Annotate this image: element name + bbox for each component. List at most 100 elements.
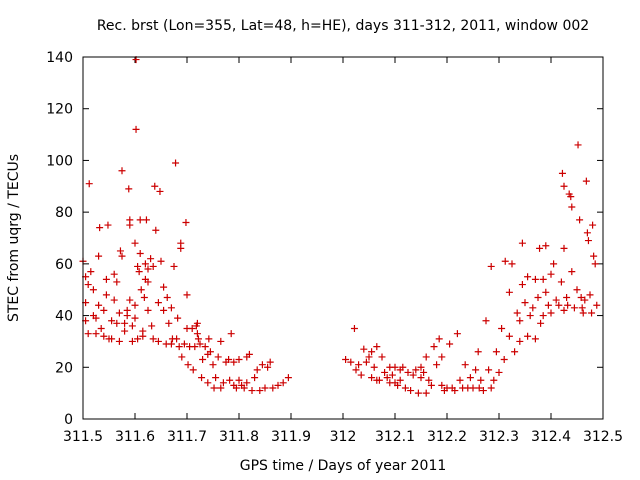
data-point	[243, 379, 251, 387]
data-point	[118, 252, 126, 260]
x-axis-label: GPS time / Days of year 2011	[240, 458, 447, 474]
data-point	[152, 226, 160, 234]
x-tick-label: 312.4	[531, 429, 571, 445]
data-point	[128, 337, 136, 345]
data-point	[420, 368, 428, 376]
data-point	[479, 387, 487, 395]
y-tick-label: 120	[46, 102, 73, 118]
x-tick-label: 312.3	[479, 429, 519, 445]
axis-ticks: 311.5 311.6 311.7 311.8 311.9 312 312.1 312.2 31…	[46, 50, 623, 445]
data-point	[570, 304, 578, 312]
data-point	[466, 374, 474, 382]
data-point	[256, 387, 264, 395]
data-point	[422, 353, 430, 361]
data-point	[433, 361, 441, 369]
data-point	[116, 247, 124, 255]
data-point	[191, 343, 199, 351]
data-point	[560, 306, 568, 314]
data-point	[184, 361, 192, 369]
data-point	[451, 387, 459, 395]
data-point	[399, 363, 407, 371]
data-point	[417, 374, 425, 382]
data-point	[576, 216, 584, 224]
data-point	[198, 374, 206, 382]
y-axis-label: STEC from uqrg / TECUs	[6, 154, 22, 322]
x-tick-label: 311.8	[219, 429, 259, 445]
x-tick-label: 311.6	[115, 429, 155, 445]
data-point	[157, 257, 165, 265]
data-point	[347, 358, 355, 366]
data-point	[96, 224, 104, 232]
data-point	[95, 252, 103, 260]
data-point	[487, 384, 495, 392]
data-point	[586, 291, 594, 299]
data-point	[422, 389, 430, 397]
data-point	[113, 319, 121, 327]
data-point	[136, 216, 144, 224]
data-point	[167, 340, 175, 348]
data-point	[214, 353, 222, 361]
x-tick-label: 311.5	[63, 429, 103, 445]
data-point	[134, 262, 142, 270]
data-point	[578, 304, 586, 312]
data-point	[104, 221, 112, 229]
data-point	[102, 291, 110, 299]
data-point	[534, 293, 542, 301]
data-point	[110, 296, 118, 304]
data-point	[115, 309, 123, 317]
data-point	[438, 353, 446, 361]
data-point	[251, 374, 259, 382]
data-point	[183, 291, 191, 299]
data-point	[140, 293, 148, 301]
x-tick-label: 312	[330, 429, 357, 445]
data-point	[352, 366, 360, 374]
data-point	[144, 306, 152, 314]
data-point	[584, 237, 592, 245]
data-point	[123, 306, 131, 314]
data-point	[568, 268, 576, 276]
data-point	[279, 379, 287, 387]
data-point	[201, 343, 209, 351]
y-tick-label: 80	[55, 205, 73, 221]
data-point	[174, 314, 182, 322]
data-point	[495, 368, 503, 376]
data-point	[172, 159, 180, 167]
y-tick-label: 0	[64, 412, 73, 428]
data-point	[132, 125, 140, 133]
x-tick-label: 312.1	[375, 429, 415, 445]
data-point	[482, 317, 490, 325]
data-point	[438, 381, 446, 389]
data-point	[375, 376, 383, 384]
data-point	[180, 340, 188, 348]
data-point	[542, 242, 550, 250]
data-point	[579, 309, 587, 317]
data-point	[204, 379, 212, 387]
data-point	[144, 278, 152, 286]
data-point	[126, 221, 134, 229]
data-point	[136, 250, 144, 258]
data-point	[154, 299, 162, 307]
data-point	[92, 314, 100, 322]
data-point	[264, 363, 272, 371]
data-point	[212, 374, 220, 382]
data-point	[474, 348, 482, 356]
data-point	[357, 371, 365, 379]
data-point	[135, 268, 143, 276]
data-point	[151, 182, 159, 190]
data-point	[365, 353, 373, 361]
data-point	[435, 335, 443, 343]
data-point	[563, 293, 571, 301]
data-point	[555, 301, 563, 309]
data-point	[383, 374, 391, 382]
data-point	[160, 283, 168, 291]
data-point	[167, 304, 175, 312]
data-point	[115, 337, 123, 345]
data-point	[524, 273, 532, 281]
data-point	[557, 278, 565, 286]
data-point	[394, 381, 402, 389]
data-point	[225, 356, 233, 364]
data-point	[97, 325, 105, 332]
data-point	[235, 356, 243, 364]
data-point	[526, 312, 534, 320]
